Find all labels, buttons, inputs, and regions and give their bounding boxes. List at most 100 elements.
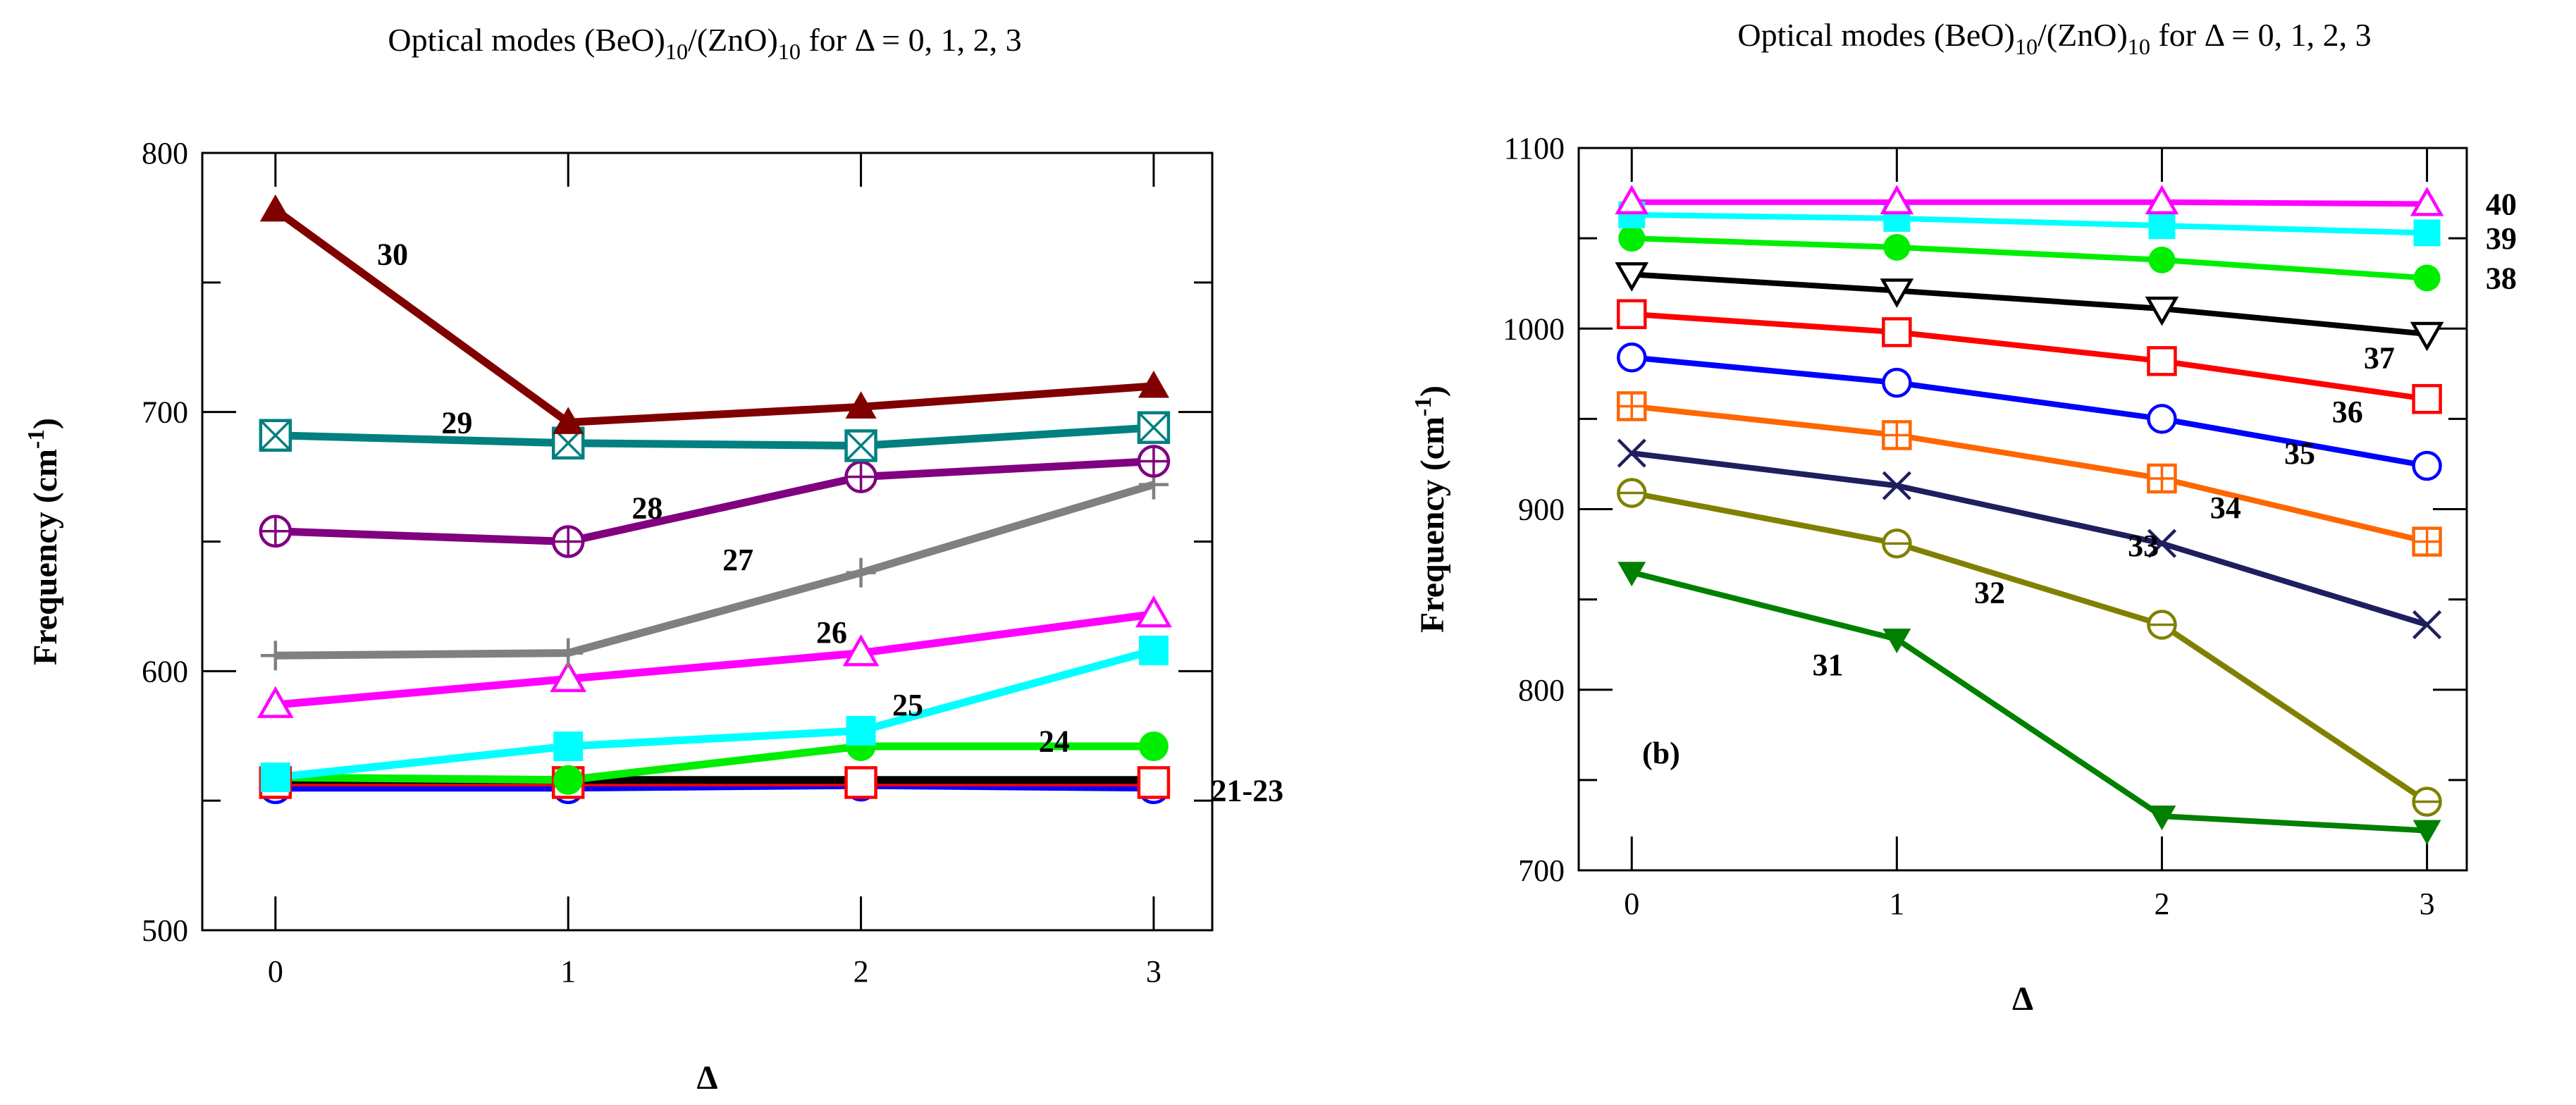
chart-title: Optical modes (BeO)10/(ZnO)10 for Δ = 0,… [1737,17,2371,59]
x-tick-label: 2 [2154,887,2169,921]
data-point-s6-1 [550,660,587,693]
series-line-4 [275,742,1154,784]
data-point-s1-3 [2412,820,2441,845]
y-tick-label: 1000 [1503,311,1565,346]
data-point-s10-2 [845,391,877,419]
data-point-s10-1 [553,407,584,434]
data-point-s4-2 [2147,463,2177,494]
data-point-s5-2 [2147,404,2177,434]
data-point-s2-2 [2147,610,2177,640]
data-point-s8-1 [551,525,585,558]
data-point-s9-0 [259,419,292,452]
data-point-s6-2 [842,634,880,667]
mode-label: 35 [2284,436,2315,471]
data-point-s9-3 [2413,219,2441,247]
series-line-10 [1632,199,2427,207]
series-line-1 [1631,569,2427,834]
data-point-s4-3 [2412,526,2442,557]
data-point-s4-3 [1138,731,1169,761]
y-tick-label: 700 [142,395,188,430]
mode-label: 30 [377,237,408,271]
data-point-s8-0 [259,514,292,548]
x-tick-label: 0 [268,954,283,989]
y-tick-label: 600 [142,654,188,689]
data-point-s2-3 [1137,766,1171,799]
mode-label: 21-23 [1212,773,1284,808]
mode-label: 31 [1813,648,1844,682]
data-point-s7-1 [1880,278,1914,308]
series-line-5 [1631,354,2428,469]
panel-a-chart: Optical modes (BeO)10/(ZnO)10 for Δ = 0,… [23,22,1283,1097]
series-line-2 [1631,490,2429,804]
data-point-s10-0 [1615,185,1649,215]
data-point-s9-2 [844,429,877,462]
data-point-s7-2 [846,557,876,588]
x-tick-label: 1 [1889,887,1904,921]
data-point-s6-3 [2412,383,2442,414]
series-line-4 [1631,403,2428,545]
data-point-s4-1 [1882,420,1912,450]
panel-b-chart: Optical modes (BeO)10/(ZnO)10 for Δ = 0,… [1410,17,2517,1018]
y-axis-label: Frequency (cm-1) [1410,385,1451,633]
data-point-s10-3 [2410,186,2444,216]
y-axis-label: Frequency (cm-1) [23,418,64,665]
data-point-s6-0 [1616,299,1647,329]
x-axis-label: Δ [2012,980,2033,1018]
data-point-s9-2 [2148,212,2176,240]
series-line-1 [275,781,1154,792]
data-point-s1-1 [1882,629,1911,653]
mode-label: 40 [2486,187,2517,221]
data-point-s3-3 [2412,610,2442,640]
chart-title: Optical modes (BeO)10/(ZnO)10 for Δ = 0,… [388,22,1021,64]
data-point-s1-2 [2147,805,2176,831]
data-point-s8-1 [1883,233,1911,261]
data-point-s2-2 [844,766,877,799]
data-point-s5-3 [1138,635,1169,665]
series-line-7 [275,481,1155,660]
mode-label: 26 [816,615,847,650]
data-point-s8-0 [1618,225,1646,252]
data-point-s7-1 [553,638,584,668]
mode-label: 27 [722,543,753,577]
data-point-s6-0 [257,686,294,718]
data-point-s8-3 [1137,445,1171,478]
mode-label: 25 [892,688,923,722]
y-tick-label: 800 [1518,673,1565,708]
mode-label: 39 [2486,221,2517,256]
mode-label: 36 [2332,395,2363,429]
mode-label: 34 [2210,490,2241,525]
x-tick-label: 1 [560,954,576,989]
mode-label: 24 [1039,724,1070,759]
data-point-s10-0 [259,194,291,222]
data-point-s2-0 [1616,478,1647,508]
data-point-s8-3 [2413,264,2441,292]
series-line-8 [1632,235,2427,281]
x-tick-label: 3 [1146,954,1161,989]
series-line-9 [1632,211,2427,236]
series-line-9 [275,424,1154,450]
mode-label: 28 [631,491,663,526]
data-point-s4-0 [1616,391,1647,421]
data-point-s5-3 [2412,450,2442,481]
y-tick-label: 800 [142,136,188,171]
mode-label: 37 [2364,340,2395,375]
data-point-s4-1 [553,765,584,795]
panel-label: (b) [1642,736,1680,770]
data-point-s7-0 [1615,262,1649,292]
data-point-s5-2 [846,715,876,746]
data-point-s5-0 [260,763,290,793]
data-point-s10-3 [1138,370,1169,398]
data-point-s10-2 [2145,185,2179,215]
y-tick-label: 1100 [1504,131,1565,166]
x-tick-label: 0 [1624,887,1639,921]
data-point-s5-1 [1882,367,1912,398]
series-line-7 [1631,271,2427,337]
x-tick-label: 2 [853,954,869,989]
data-point-s6-3 [1135,595,1172,628]
data-point-s7-2 [2145,296,2179,326]
mode-label: 32 [1974,575,2005,610]
series-line-10 [273,206,1154,426]
series-line-6 [1631,311,2428,402]
x-tick-label: 3 [2420,887,2435,921]
